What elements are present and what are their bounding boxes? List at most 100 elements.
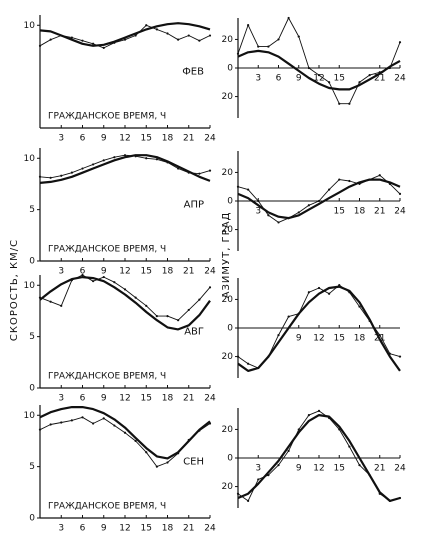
data-point [198, 429, 201, 432]
data-point [247, 188, 250, 191]
data-point [348, 291, 351, 294]
data-point [177, 452, 180, 455]
x-tick-label: 6 [80, 267, 86, 277]
x-tick-label: 21 [374, 74, 385, 84]
data-point [49, 423, 52, 426]
x-tick-label: 24 [394, 464, 406, 474]
data-point [378, 71, 381, 74]
data-point [368, 178, 371, 181]
y-tick-label: 5 [29, 462, 35, 472]
data-point [277, 464, 280, 467]
month-label: АВГ [184, 327, 204, 338]
data-point [134, 34, 137, 37]
x-axis-label: ГРАЖДАНСКОЕ ВРЕМЯ, Ч [48, 372, 166, 382]
y-tick-label: 0 [227, 197, 233, 207]
x-tick-label: 21 [374, 464, 385, 474]
data-point [398, 41, 402, 44]
data-point [60, 34, 63, 37]
x-tick-label: 12 [119, 524, 130, 534]
x-tick-label: 12 [313, 334, 324, 344]
x-tick-label: 24 [394, 207, 406, 217]
data-point [328, 292, 331, 295]
data-point [236, 185, 240, 188]
x-tick-label: 12 [119, 394, 130, 404]
data-point [60, 304, 63, 307]
x-tick-label: 9 [101, 394, 107, 404]
x-tick-label: 6 [80, 134, 86, 144]
data-point [388, 66, 391, 70]
x-tick-label: 3 [58, 267, 64, 277]
y-tick-label: 20 [222, 482, 234, 492]
x-tick-label: 6 [80, 394, 86, 404]
data-line [39, 276, 211, 331]
x-tick-label: 15 [141, 134, 152, 144]
x-tick-label: 3 [58, 524, 64, 534]
data-point [368, 74, 371, 77]
data-point [38, 44, 42, 47]
data-line [39, 154, 211, 184]
x-tick-label: 3 [255, 464, 261, 474]
data-point [277, 334, 280, 337]
data-point [92, 163, 95, 166]
data-point [398, 192, 402, 195]
data-point [398, 496, 402, 500]
data-point [236, 52, 240, 55]
data-point [70, 36, 73, 39]
data-line [237, 17, 401, 105]
data-line [39, 154, 211, 179]
x-tick-label: 21 [374, 207, 385, 217]
data-point [368, 474, 371, 477]
data-point [81, 167, 84, 170]
month-label: СЕН [183, 457, 204, 468]
y-tick-label: 5 [29, 332, 35, 342]
data-point [388, 182, 391, 185]
data-point [38, 296, 42, 299]
x-tick-label: 12 [313, 74, 324, 84]
data-point [187, 308, 190, 312]
speed-axis-label: СКОРОСТЬ, КМ/С [9, 239, 20, 341]
data-point [102, 417, 105, 420]
x-tick-label: 9 [101, 267, 107, 277]
y-tick-label: 5 [29, 205, 35, 215]
data-point [102, 159, 105, 162]
x-tick-label: 15 [334, 334, 345, 344]
data-point [145, 304, 148, 307]
data-point [49, 38, 52, 41]
data-point [348, 445, 351, 448]
x-tick-label: 9 [296, 334, 302, 344]
x-tick-label: 3 [58, 134, 64, 144]
x-tick-label: 12 [313, 464, 324, 474]
data-point [145, 451, 148, 454]
y-tick-label: 10 [24, 154, 36, 164]
data-point [155, 314, 158, 318]
data-point [348, 102, 351, 105]
x-axis-label: ГРАЖДАНСКОЕ ВРЕМЯ, Ч [48, 245, 166, 255]
data-point [177, 38, 180, 41]
data-point [287, 315, 290, 318]
data-point [208, 169, 212, 172]
data-point [277, 38, 280, 41]
x-tick-label: 24 [204, 134, 216, 144]
data-point [70, 171, 73, 174]
data-line [39, 22, 211, 47]
data-point [307, 414, 310, 417]
y-tick-label: 0 [227, 324, 233, 334]
data-point [113, 424, 116, 427]
data-point [267, 214, 270, 217]
data-point [338, 178, 341, 181]
data-point [123, 154, 127, 157]
x-axis-label: ГРАЖДАНСКОЕ ВРЕМЯ, Ч [48, 112, 166, 122]
data-point [145, 157, 148, 160]
data-point [113, 156, 116, 159]
data-point [134, 439, 137, 443]
data-point [297, 211, 300, 214]
y-tick-label: 10 [24, 21, 36, 31]
data-point [177, 319, 180, 322]
data-point [358, 182, 361, 185]
data-point [102, 46, 105, 49]
x-tick-label: 18 [162, 524, 174, 534]
x-axis-label: ГРАЖДАНСКОЕ ВРЕМЯ, Ч [48, 502, 166, 512]
x-tick-label: 15 [141, 394, 152, 404]
data-point [267, 355, 270, 358]
